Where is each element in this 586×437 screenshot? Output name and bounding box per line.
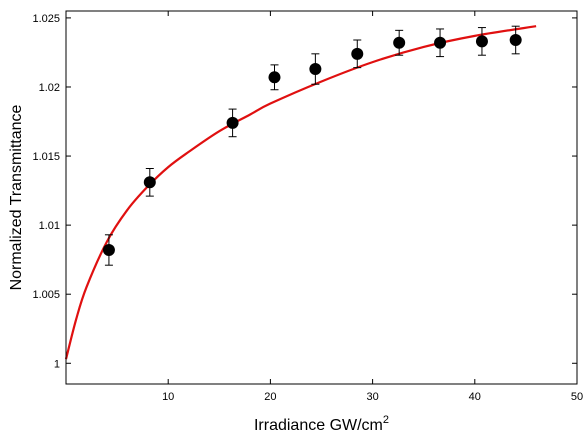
data-marker	[226, 116, 239, 129]
y-axis-label: Normalized Transmittance	[8, 104, 25, 290]
x-tick-label: 10	[162, 391, 174, 403]
y-tick-label: 1.005	[32, 289, 60, 301]
x-axis-label: Irradiance GW/cm2	[254, 414, 389, 434]
x-tick-label: 40	[469, 391, 481, 403]
data-point	[475, 27, 488, 56]
x-tick-label: 20	[264, 391, 276, 403]
y-tick-label: 1.02	[39, 82, 60, 94]
data-marker	[509, 34, 522, 47]
data-marker	[351, 47, 364, 60]
data-marker	[143, 176, 156, 189]
x-tick-label: 30	[366, 391, 378, 403]
y-tick-label: 1.01	[39, 220, 60, 232]
data-point	[351, 39, 364, 69]
data-marker	[393, 36, 406, 49]
x-tick-label: 50	[571, 391, 583, 403]
x-axis-label-superscript: 2	[383, 414, 389, 426]
data-point	[268, 64, 281, 91]
x-axis-label-text: Irradiance GW/cm	[254, 417, 383, 434]
plot-frame	[65, 10, 578, 385]
data-point	[393, 29, 406, 56]
data-point	[143, 167, 156, 197]
y-tick-label: 1.015	[32, 151, 60, 163]
plot-area	[64, 25, 537, 360]
data-point	[509, 25, 522, 55]
axes: 10 20 30 40 50 1 1.005 1.01 1.015 1.02 1.025	[32, 10, 583, 403]
y-tick-label: 1.025	[32, 13, 60, 25]
data-point	[102, 234, 115, 266]
data-marker	[475, 35, 488, 48]
data-marker	[434, 36, 447, 49]
data-marker	[309, 63, 322, 76]
data-point	[434, 28, 447, 58]
y-tick-label: 1	[54, 358, 60, 370]
data-marker	[102, 243, 115, 256]
data-point	[226, 108, 239, 138]
fit-line	[64, 25, 537, 360]
data-point	[309, 53, 322, 85]
data-marker	[268, 71, 281, 84]
